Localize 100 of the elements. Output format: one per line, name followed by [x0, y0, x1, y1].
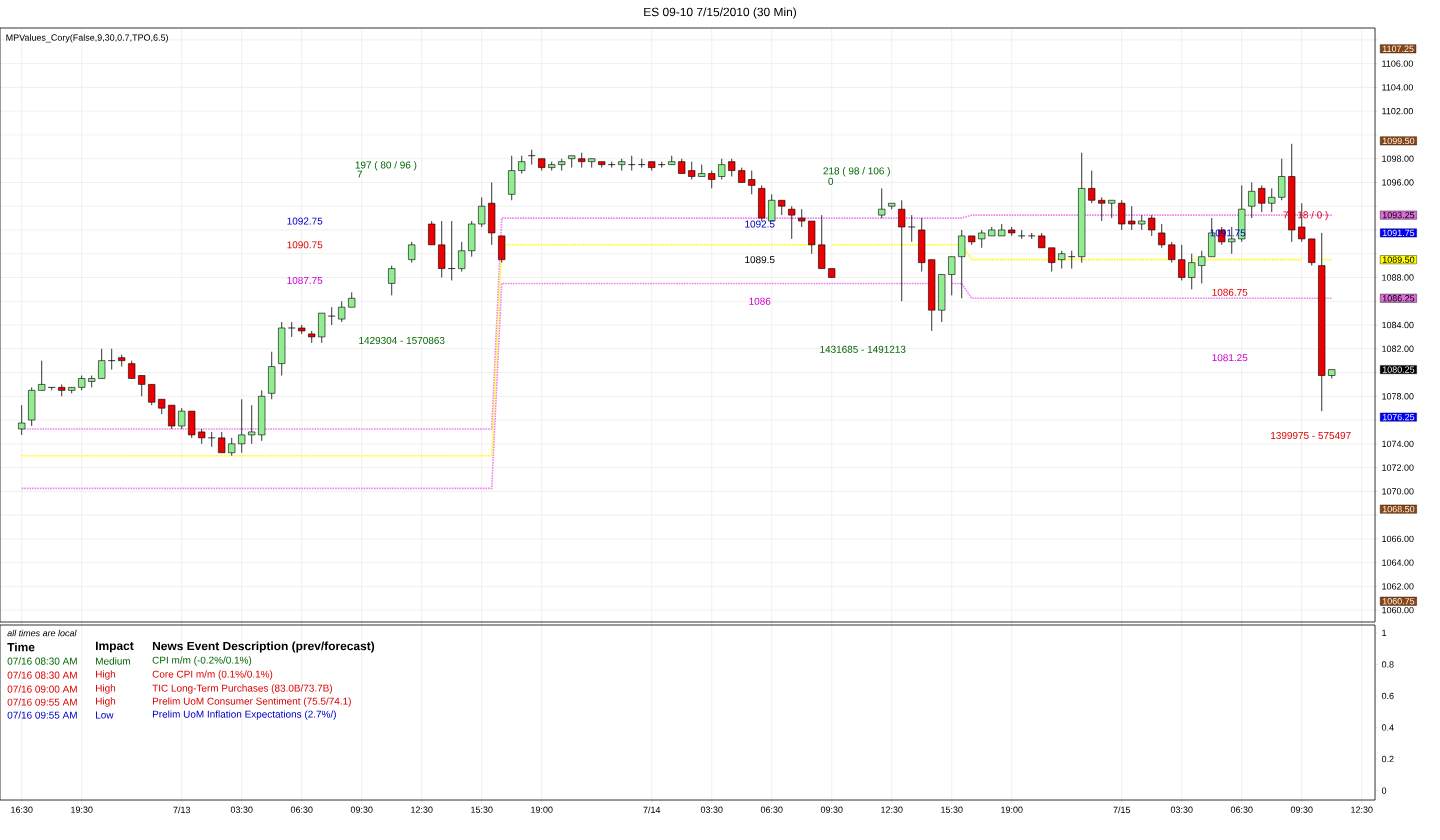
annotation: Low	[96, 711, 114, 719]
annotation: 1090.75	[287, 241, 323, 249]
x-tick-label: 19:30	[71, 806, 93, 813]
annotation: 1087.75	[287, 276, 323, 284]
candlestick	[1178, 244, 1186, 281]
x-tick-label: 03:30	[230, 806, 253, 813]
candlestick	[627, 155, 636, 171]
candlestick	[1248, 182, 1256, 219]
text: 1099.50	[1382, 137, 1415, 145]
candlestick	[1108, 199, 1116, 219]
candlestick	[527, 149, 536, 166]
y-tick-label: 1106.00	[1382, 60, 1413, 67]
x-tick-label: 7/13	[173, 806, 191, 814]
annotation: 1086	[749, 297, 771, 305]
y-tick-label: 1072.00	[1382, 464, 1414, 471]
candlestick	[178, 407, 186, 430]
x-tick-label: 09:30	[1290, 806, 1313, 813]
y-tick-label: 1082.00	[1382, 345, 1414, 352]
candlestick	[238, 398, 246, 454]
y-tick-label: 0.6	[1381, 692, 1394, 700]
candlestick	[1278, 158, 1286, 201]
x-tick-label: 19:00	[531, 806, 553, 813]
candlestick	[907, 214, 916, 243]
annotation: 1429304 - 1570863	[359, 336, 445, 344]
candlestick	[788, 205, 796, 240]
candlestick	[47, 386, 56, 391]
candlestick	[798, 208, 806, 228]
candlestick	[1168, 241, 1176, 264]
x-tick-label: 06:30	[1230, 806, 1253, 813]
text: 1107.25	[1382, 45, 1414, 52]
candlestick	[287, 321, 296, 338]
candlestick	[338, 300, 346, 323]
candlestick	[1098, 196, 1106, 222]
y-tick-label: 1064.00	[1382, 559, 1414, 566]
x-tick-label: 19:00	[1001, 806, 1023, 813]
annotation: 1092.75	[287, 217, 323, 225]
candlestick	[318, 312, 326, 344]
annotation: Prelim UoM Consumer Sentiment (75.5/74.1)	[152, 697, 351, 707]
candlestick	[428, 220, 436, 246]
candlestick	[718, 158, 726, 180]
annotation: TIC Long-Term Purchases (83.0B/73.7B)	[152, 684, 333, 694]
x-tick-label: 15:30	[471, 806, 493, 813]
y-tick-label: 1062.00	[1382, 583, 1414, 590]
x-tick-label: 03:30	[1170, 806, 1193, 813]
candlestick	[748, 170, 756, 195]
annotation: 1399975 - 575497	[1271, 431, 1351, 440]
candlestick	[508, 155, 516, 201]
candlestick	[958, 229, 966, 299]
candlestick	[768, 193, 776, 222]
candlestick	[1088, 170, 1096, 204]
text: 1093.25	[1382, 211, 1415, 219]
candlestick	[1048, 247, 1056, 272]
annotation: Time	[7, 642, 35, 652]
text: 1091.75	[1382, 229, 1415, 237]
annotation: 07/16 08:30 AM	[7, 671, 77, 679]
candlestick	[248, 404, 256, 445]
text: 1076.25	[1382, 413, 1415, 421]
candlestick	[898, 199, 906, 302]
candlestick	[607, 161, 616, 168]
candlestick	[1268, 187, 1276, 213]
text: 1060.75	[1382, 598, 1415, 605]
annotation: News Event Description (prev/forecast)	[152, 641, 375, 653]
annotation: 1431685 - 1491213	[820, 345, 906, 353]
candlestick	[1188, 253, 1196, 290]
candlestick	[1148, 214, 1156, 237]
candlestick	[637, 158, 646, 168]
annotation: 07/16 09:55 AM	[7, 711, 77, 719]
x-tick-label: 03:30	[700, 806, 723, 813]
candlestick	[408, 241, 416, 264]
candlestick	[578, 152, 586, 168]
annotation: 07/16 09:55 AM	[7, 698, 77, 706]
y-tick-label: 0	[1381, 787, 1387, 794]
candlestick	[207, 431, 216, 448]
candlestick	[948, 256, 956, 296]
candlestick	[1158, 223, 1166, 249]
annotation: 0	[828, 177, 834, 185]
candlestick	[148, 384, 156, 406]
y-tick-label: 0.4	[1381, 724, 1394, 731]
y-tick-label: 1	[1382, 629, 1387, 636]
annotation: 07/16 09:00 AM	[7, 685, 77, 693]
x-tick-label: 7/14	[643, 806, 661, 814]
y-tick-label: 1084.00	[1382, 321, 1414, 329]
annotation: 07/16 08:30 AM	[7, 657, 77, 665]
candlestick	[38, 360, 46, 391]
annotation: High	[96, 684, 116, 694]
candlestick	[657, 161, 666, 168]
candlestick	[568, 155, 576, 168]
candlestick	[1128, 205, 1136, 231]
candlestick	[1067, 250, 1076, 269]
candlestick	[1308, 238, 1316, 267]
y-tick-label: 1078.00	[1382, 393, 1414, 400]
candlestick	[818, 214, 826, 269]
x-tick-label: 06:30	[290, 806, 313, 813]
x-tick-label: 06:30	[760, 806, 783, 813]
annotation: Prelim UoM Inflation Expectations (2.7%/)	[152, 710, 336, 720]
annotation: 1086.75	[1212, 288, 1248, 296]
candlestick	[138, 375, 146, 397]
annotation: 197 ( 80 / 96 )	[355, 161, 417, 171]
candlestick	[218, 431, 226, 454]
y-tick-label: 1070.00	[1382, 488, 1414, 495]
